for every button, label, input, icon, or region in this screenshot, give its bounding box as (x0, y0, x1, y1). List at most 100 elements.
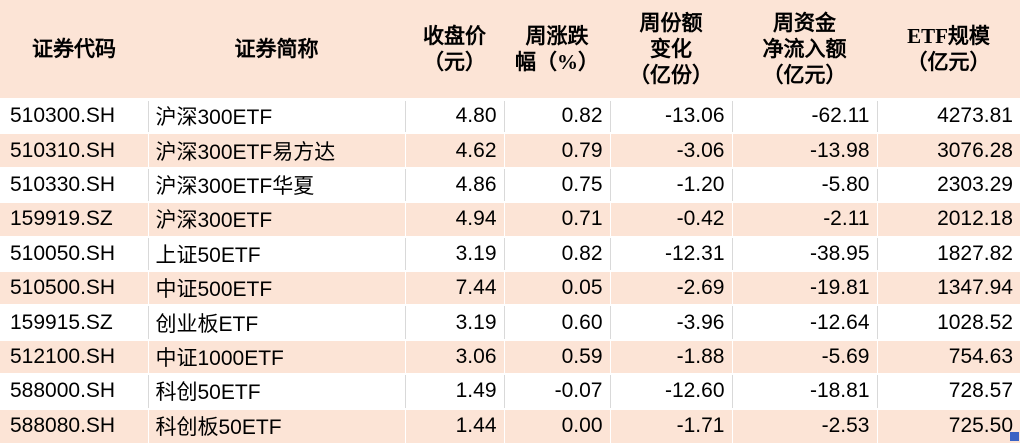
cell-share-change: -12.60 (610, 374, 733, 410)
cell-net-inflow: -5.69 (732, 339, 878, 376)
cell-close-price: 3.19 (405, 305, 505, 341)
cell-name: 科创板50ETF (148, 408, 406, 443)
header-label: 周资金 (773, 10, 836, 35)
cell-share-change: -0.42 (610, 202, 733, 238)
header-label: 净流入额 (762, 36, 847, 61)
cell-weekly-change: -0.07 (504, 374, 611, 410)
header-label: （元） (423, 49, 486, 74)
cell-share-change: -3.96 (610, 305, 733, 341)
column-header-share-change: 周份额 变化 （亿份） (610, 0, 732, 101)
cell-net-inflow: -38.95 (732, 236, 878, 272)
cell-net-inflow: -19.81 (732, 270, 878, 307)
cell-net-inflow: -2.11 (732, 202, 878, 238)
header-row: 证券代码 证券简称 收盘价 （元） 周涨跌 幅（%） 周份额 变化 （亿份） (0, 0, 1020, 101)
cell-share-change: -1.88 (610, 339, 733, 376)
header-label: 幅（%） (515, 49, 599, 74)
column-header-name: 证券简称 (148, 0, 405, 101)
cell-share-change: -2.69 (610, 270, 733, 307)
table-row: 510500.SH 中证500ETF 7.44 0.05 -2.69 -19.8… (0, 270, 1020, 307)
cell-code: 510050.SH (0, 236, 149, 272)
cell-weekly-change: 0.05 (504, 270, 611, 307)
header-label: 证券简称 (234, 36, 319, 61)
cell-etf-scale: 1028.52 (877, 305, 1020, 341)
cell-share-change: -1.20 (610, 167, 733, 204)
table-row: 510330.SH 沪深300ETF华夏 4.86 0.75 -1.20 -5.… (0, 167, 1020, 204)
table-row: 159915.SZ 创业板ETF 3.19 0.60 -3.96 -12.64 … (0, 305, 1020, 341)
cell-name: 沪深300ETF易方达 (148, 133, 406, 169)
table-row: 588080.SH 科创板50ETF 1.44 0.00 -1.71 -2.53… (0, 408, 1020, 443)
header-label: 变化 (650, 36, 692, 61)
cell-etf-scale: 1347.94 (877, 270, 1020, 307)
cell-close-price: 1.44 (405, 408, 505, 443)
column-header-weekly-change: 周涨跌 幅（%） (504, 0, 610, 101)
cell-share-change: -3.06 (610, 133, 733, 169)
cell-share-change: -13.06 (610, 99, 733, 135)
cell-name: 沪深300ETF华夏 (148, 167, 406, 204)
cell-code: 588000.SH (0, 374, 149, 410)
cell-code: 588080.SH (0, 408, 149, 443)
table-row: 510300.SH 沪深300ETF 4.80 0.82 -13.06 -62.… (0, 99, 1020, 135)
cell-net-inflow: -2.53 (732, 408, 878, 443)
excel-fill-handle (1010, 432, 1019, 441)
cell-etf-scale: 754.63 (877, 339, 1020, 376)
cell-close-price: 3.19 (405, 236, 505, 272)
cell-name: 科创50ETF (148, 374, 406, 410)
cell-name: 中证1000ETF (148, 339, 406, 376)
cell-close-price: 4.80 (405, 99, 505, 135)
cell-close-price: 4.62 (405, 133, 505, 169)
cell-close-price: 3.06 (405, 339, 505, 376)
table-row: 159919.SZ 沪深300ETF 4.94 0.71 -0.42 -2.11… (0, 202, 1020, 238)
table-row: 510310.SH 沪深300ETF易方达 4.62 0.79 -3.06 -1… (0, 133, 1020, 169)
cell-weekly-change: 0.00 (504, 408, 611, 443)
cell-etf-scale: 2012.18 (877, 202, 1020, 238)
cell-share-change: -12.31 (610, 236, 733, 272)
cell-etf-scale: 1827.82 (877, 236, 1020, 272)
cell-code: 510500.SH (0, 270, 149, 307)
cell-code: 510330.SH (0, 167, 149, 204)
cell-etf-scale: 4273.81 (877, 99, 1020, 135)
cell-name: 沪深300ETF (148, 99, 406, 135)
cell-code: 159919.SZ (0, 202, 149, 238)
cell-net-inflow: -12.64 (732, 305, 878, 341)
header-label: （亿元） (906, 49, 991, 74)
cell-weekly-change: 0.60 (504, 305, 611, 341)
cell-code: 510310.SH (0, 133, 149, 169)
table-row: 512100.SH 中证1000ETF 3.06 0.59 -1.88 -5.6… (0, 339, 1020, 376)
cell-close-price: 1.49 (405, 374, 505, 410)
cell-net-inflow: -62.11 (732, 99, 878, 135)
cell-name: 中证500ETF (148, 270, 406, 307)
cell-etf-scale: 2303.29 (877, 167, 1020, 204)
header-label: （亿元） (762, 62, 847, 87)
header-label: 周份额 (639, 10, 703, 35)
header-label: 收盘价 (423, 23, 486, 48)
column-header-etf-scale: ETF规模 （亿元） (877, 0, 1020, 101)
column-header-net-inflow: 周资金 净流入额 （亿元） (732, 0, 877, 101)
cell-close-price: 7.44 (405, 270, 505, 307)
cell-weekly-change: 0.82 (504, 236, 611, 272)
cell-name: 创业板ETF (148, 305, 406, 341)
cell-etf-scale: 728.57 (877, 374, 1020, 410)
cell-weekly-change: 0.71 (504, 202, 611, 238)
header-label: （亿份） (629, 62, 713, 87)
header-label: 周涨跌 (525, 23, 589, 48)
cell-weekly-change: 0.82 (504, 99, 611, 135)
cell-name: 沪深300ETF (148, 202, 406, 238)
cell-net-inflow: -18.81 (732, 374, 878, 410)
cell-etf-scale: 725.50 (948, 414, 1013, 438)
header-label: ETF规模 (907, 23, 990, 48)
cell-weekly-change: 0.75 (504, 167, 611, 204)
cell-name: 上证50ETF (148, 236, 406, 272)
cell-net-inflow: -5.80 (732, 167, 878, 204)
column-header-close-price: 收盘价 （元） (405, 0, 504, 101)
cell-code: 159915.SZ (0, 305, 149, 341)
column-header-code: 证券代码 (0, 0, 148, 101)
cell-etf-scale: 3076.28 (877, 133, 1020, 169)
cell-close-price: 4.94 (405, 202, 505, 238)
table-row: 510050.SH 上证50ETF 3.19 0.82 -12.31 -38.9… (0, 236, 1020, 272)
cell-weekly-change: 0.79 (504, 133, 611, 169)
header-label: 证券代码 (32, 36, 116, 61)
table-row: 588000.SH 科创50ETF 1.49 -0.07 -12.60 -18.… (0, 374, 1020, 410)
cell-close-price: 4.86 (405, 167, 505, 204)
